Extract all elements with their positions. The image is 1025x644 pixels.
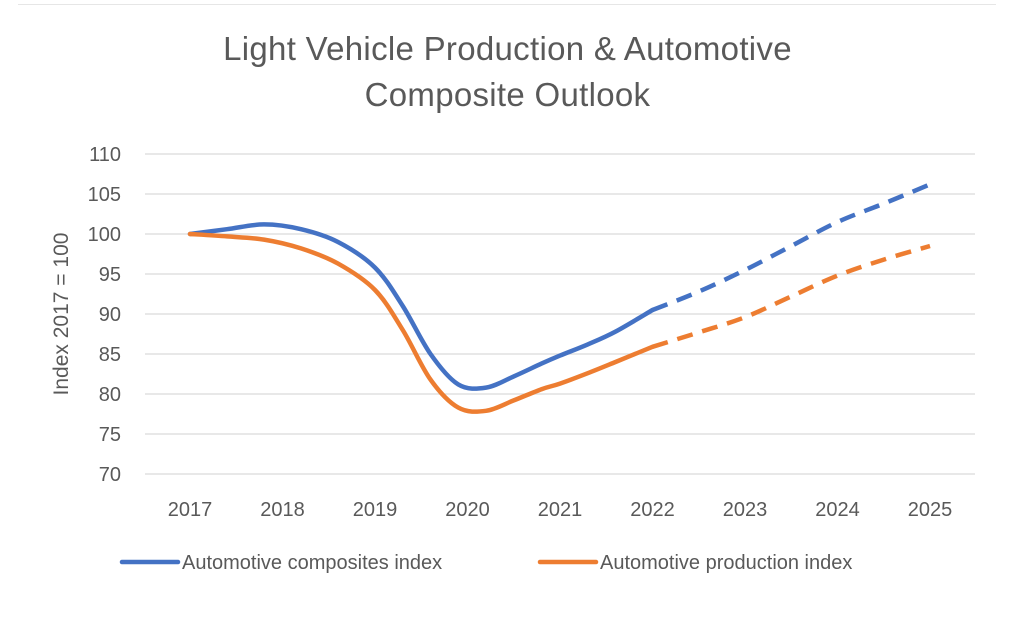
x-tick-label-2020: 2020	[445, 499, 490, 521]
series-line-automotive-composites-index-actual	[187, 222, 655, 391]
x-tick-label-2019: 2019	[353, 499, 398, 521]
legend: Automotive composites index Automotive pr…	[119, 552, 852, 574]
chart-title-line-1: Light Vehicle Production & Automotive	[223, 30, 792, 67]
chart-title-line-2: Composite Outlook	[364, 76, 651, 113]
x-axis-ticks: 2017 2018 2019 2020 2021 2022 2023 2024 2025	[168, 499, 953, 521]
y-axis-title: Index 2017 = 100	[50, 233, 73, 396]
series-line-automotive-production-index-forecast	[651, 243, 931, 349]
gridlines	[145, 153, 975, 475]
y-tick-label-95: 95	[99, 264, 121, 286]
x-tick-label-2022: 2022	[630, 499, 675, 521]
y-tick-label-105: 105	[88, 184, 121, 206]
x-tick-label-2024: 2024	[815, 499, 860, 521]
series-line-automotive-production-index-actual	[187, 231, 655, 414]
legend-label-automotive-composites-index: Automotive composites index	[182, 552, 442, 574]
x-tick-label-2017: 2017	[168, 499, 213, 521]
y-tick-label-75: 75	[99, 424, 121, 446]
x-tick-label-2018: 2018	[260, 499, 305, 521]
series-lines	[187, 182, 931, 414]
top-border-line	[18, 4, 996, 5]
y-tick-label-80: 80	[99, 384, 121, 406]
y-tick-label-70: 70	[99, 464, 121, 486]
y-tick-label-100: 100	[88, 224, 121, 246]
chart-title: Light Vehicle Production & Automotive Co…	[0, 26, 1015, 118]
x-tick-label-2025: 2025	[908, 499, 953, 521]
series-line-automotive-composites-index-forecast	[651, 182, 931, 313]
x-tick-label-2023: 2023	[723, 499, 768, 521]
x-tick-label-2021: 2021	[538, 499, 583, 521]
y-tick-label-110: 110	[89, 144, 121, 166]
y-tick-label-90: 90	[99, 304, 121, 326]
y-tick-label-85: 85	[99, 344, 121, 366]
legend-label-automotive-production-index: Automotive production index	[600, 552, 852, 574]
y-axis-ticks: 70 75 80 85 90 95 100 105 110	[88, 144, 121, 486]
